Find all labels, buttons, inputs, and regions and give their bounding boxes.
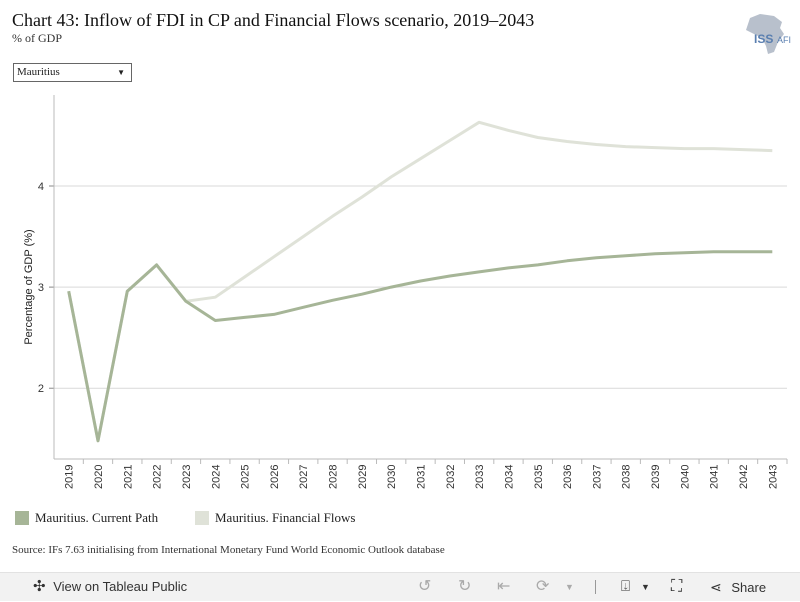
legend-swatch-financial-flows	[195, 511, 209, 525]
redo-icon[interactable]: ↻	[458, 578, 472, 595]
x-tick-label: 2022	[152, 465, 164, 489]
legend-item-financial-flows[interactable]: Mauritius. Financial Flows	[195, 510, 355, 526]
x-tick-label: 2024	[210, 465, 222, 489]
view-on-tableau-button[interactable]: ✣ View on Tableau Public	[33, 573, 187, 601]
x-tick-label: 2029	[357, 465, 369, 489]
x-tick-label: 2032	[445, 465, 457, 489]
tableau-icon: ✣	[33, 578, 46, 595]
y-axis-label: Percentage of GDP (%)	[23, 229, 35, 344]
refresh-dropdown-icon[interactable]: ▼	[565, 582, 574, 592]
y-tick-label: 4	[38, 181, 44, 193]
x-tick-label: 2031	[416, 465, 428, 489]
x-tick-label: 2038	[621, 465, 633, 489]
x-tick-label: 2028	[328, 465, 340, 489]
x-tick-label: 2020	[93, 465, 105, 489]
toolbar-divider	[595, 580, 596, 594]
x-tick-label: 2026	[269, 465, 281, 489]
x-tick-label: 2036	[562, 465, 574, 489]
x-tick-label: 2023	[181, 465, 193, 489]
x-tick-label: 2027	[298, 465, 310, 489]
chart-title: Chart 43: Inflow of FDI in CP and Financ…	[12, 10, 535, 30]
x-tick-label: 2034	[503, 465, 515, 489]
fullscreen-icon[interactable]: ⛶	[671, 578, 683, 595]
download-dropdown-icon[interactable]: ▼	[641, 582, 650, 592]
line-chart: 2 3 4 Percentage of GDP (%) 2019 2020 2021 2022…	[23, 95, 788, 489]
share-label: Share	[731, 580, 767, 595]
refresh-icon[interactable]: ⟳	[536, 578, 550, 595]
source-note: Source: IFs 7.63 initialising from Inter…	[12, 544, 445, 556]
svg-text:ISS: ISS	[754, 32, 773, 46]
tableau-toolbar: ✣ View on Tableau Public ↺ ↻ ⇤ ⟳ ▼ ⍗ ▼ ⛶…	[0, 572, 800, 601]
x-tick-label: 2040	[679, 465, 691, 489]
x-tick-label: 2021	[122, 465, 134, 489]
legend-swatch-current-path	[15, 511, 29, 525]
x-tick-label: 2019	[64, 465, 76, 489]
x-tick-label: 2035	[533, 465, 545, 489]
iss-africa-logo: ISS AFI	[746, 14, 791, 54]
country-dropdown-value: Mauritius	[17, 66, 60, 78]
series-line-current-path	[67, 250, 773, 443]
x-tick-label: 2042	[738, 465, 750, 489]
download-icon[interactable]: ⍗	[621, 578, 631, 595]
share-button[interactable]: ⋖ Share	[710, 573, 766, 601]
legend-label-current-path: Mauritius. Current Path	[35, 510, 159, 525]
x-tick-label: 2043	[767, 465, 779, 489]
legend-label-financial-flows: Mauritius. Financial Flows	[215, 510, 356, 525]
country-dropdown[interactable]: Mauritius ▼	[13, 63, 132, 82]
x-tick-label: 2030	[386, 465, 398, 489]
chart-subtitle: % of GDP	[12, 31, 62, 45]
x-tick-label: 2025	[240, 465, 252, 489]
view-on-tableau-label: View on Tableau Public	[53, 579, 188, 594]
y-tick-label: 2	[38, 383, 44, 395]
x-tick-label: 2033	[474, 465, 486, 489]
x-tick-label: 2039	[650, 465, 662, 489]
chevron-down-icon: ▼	[117, 68, 125, 77]
x-tick-label: 2041	[709, 465, 721, 489]
x-tick-label: 2037	[591, 465, 603, 489]
share-icon: ⋖	[710, 579, 722, 595]
y-tick-label: 3	[38, 282, 44, 294]
svg-text:AFI: AFI	[777, 35, 791, 45]
legend-item-current-path[interactable]: Mauritius. Current Path	[15, 510, 158, 526]
undo-icon[interactable]: ↺	[418, 578, 432, 595]
revert-icon[interactable]: ⇤	[497, 578, 511, 595]
